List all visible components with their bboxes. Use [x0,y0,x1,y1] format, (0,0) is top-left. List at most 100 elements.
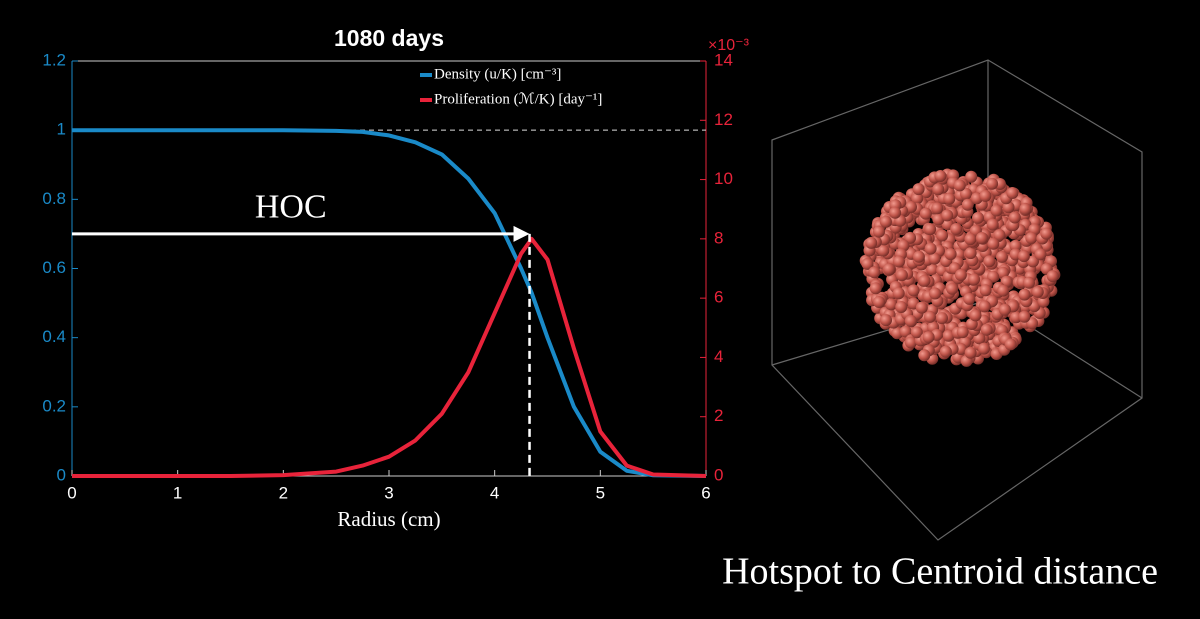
cell [964,247,977,260]
cell [936,229,949,242]
cell [924,223,937,236]
cell [1002,201,1015,214]
cell [987,237,1000,250]
cell [918,349,931,362]
cell [946,282,959,295]
cell [880,314,892,327]
cell [942,329,955,342]
caption: Hotspot to Centroid distance [722,551,1158,593]
legend-label: Proliferation (ℳ/K) [day⁻¹] [434,91,602,107]
cell [980,323,993,336]
series-line [72,236,707,478]
cell [979,189,992,202]
x-axis-label: Radius (cm) [337,507,440,531]
cell [1006,187,1019,199]
y-tick-label: 0 [57,465,66,484]
cell [968,273,981,286]
cell [873,225,885,238]
cell [869,282,882,295]
y-tick-label: 0.2 [42,396,66,415]
cell [996,250,1008,263]
hoc-label: HOC [255,189,327,226]
y2-tick-label: 14 [714,50,733,69]
cell [960,187,972,200]
cell [912,183,925,196]
cell [1017,250,1030,263]
y2-exponent-label: ×10⁻³ [708,37,750,54]
x-tick-label: 6 [701,483,710,502]
cell [979,284,992,297]
cell [965,170,978,183]
cell [1023,276,1035,289]
cell [954,269,967,281]
cell [1046,270,1059,283]
y2-tick-label: 10 [714,169,733,188]
y2-tick-label: 8 [714,228,723,247]
cell [895,269,908,282]
cell [1040,227,1053,240]
x-tick-label: 1 [173,483,182,502]
cell [928,252,941,265]
cell [954,343,967,355]
cell [956,326,969,339]
cell [964,346,977,359]
cell [919,207,932,220]
cell [923,310,936,323]
cell [885,298,898,311]
cell [910,326,923,339]
cell [986,177,999,190]
x-tick-label: 3 [384,483,393,502]
y2-tick-label: 6 [714,288,723,307]
cell [905,201,917,213]
cell [986,218,999,231]
cell [861,257,874,270]
cell [924,242,937,255]
cell [934,170,947,182]
cell [907,284,920,297]
cell [1025,232,1038,244]
cell [892,287,905,300]
cell [929,287,942,300]
x-tick-label: 0 [67,483,76,502]
cell [997,284,1010,297]
cell [1027,255,1039,268]
cell [873,296,885,308]
cell [969,309,982,322]
cell [1019,202,1032,215]
cell [918,274,931,287]
y2-tick-label: 4 [714,347,723,366]
cell [964,233,977,246]
y-tick-label: 1 [57,120,66,139]
y-tick-label: 0.4 [42,327,66,346]
cell [895,301,908,313]
cell [998,303,1011,316]
x-tick-label: 4 [490,483,499,502]
cell [978,300,991,313]
cell [899,325,912,338]
cell [939,345,952,358]
y-tick-label: 0.8 [42,189,66,208]
cell [912,250,925,263]
legend: Density (u/K) [cm⁻³] Proliferation (ℳ/K) … [420,66,602,107]
cell [972,211,984,224]
cell [893,255,905,268]
chart-title: 1080 days [334,25,444,51]
cell [1018,310,1031,323]
cell [950,223,963,235]
cell [911,192,924,205]
cell [877,244,890,257]
cell [904,336,917,349]
cell [879,215,892,228]
cell [1031,285,1044,298]
series-line [72,128,707,478]
cell [990,204,1003,217]
x-tick-label: 2 [279,483,288,502]
cell [883,263,896,276]
cell [961,198,974,211]
cell [926,263,939,276]
cell [997,266,1010,279]
cell [963,292,976,305]
cell [922,331,935,344]
